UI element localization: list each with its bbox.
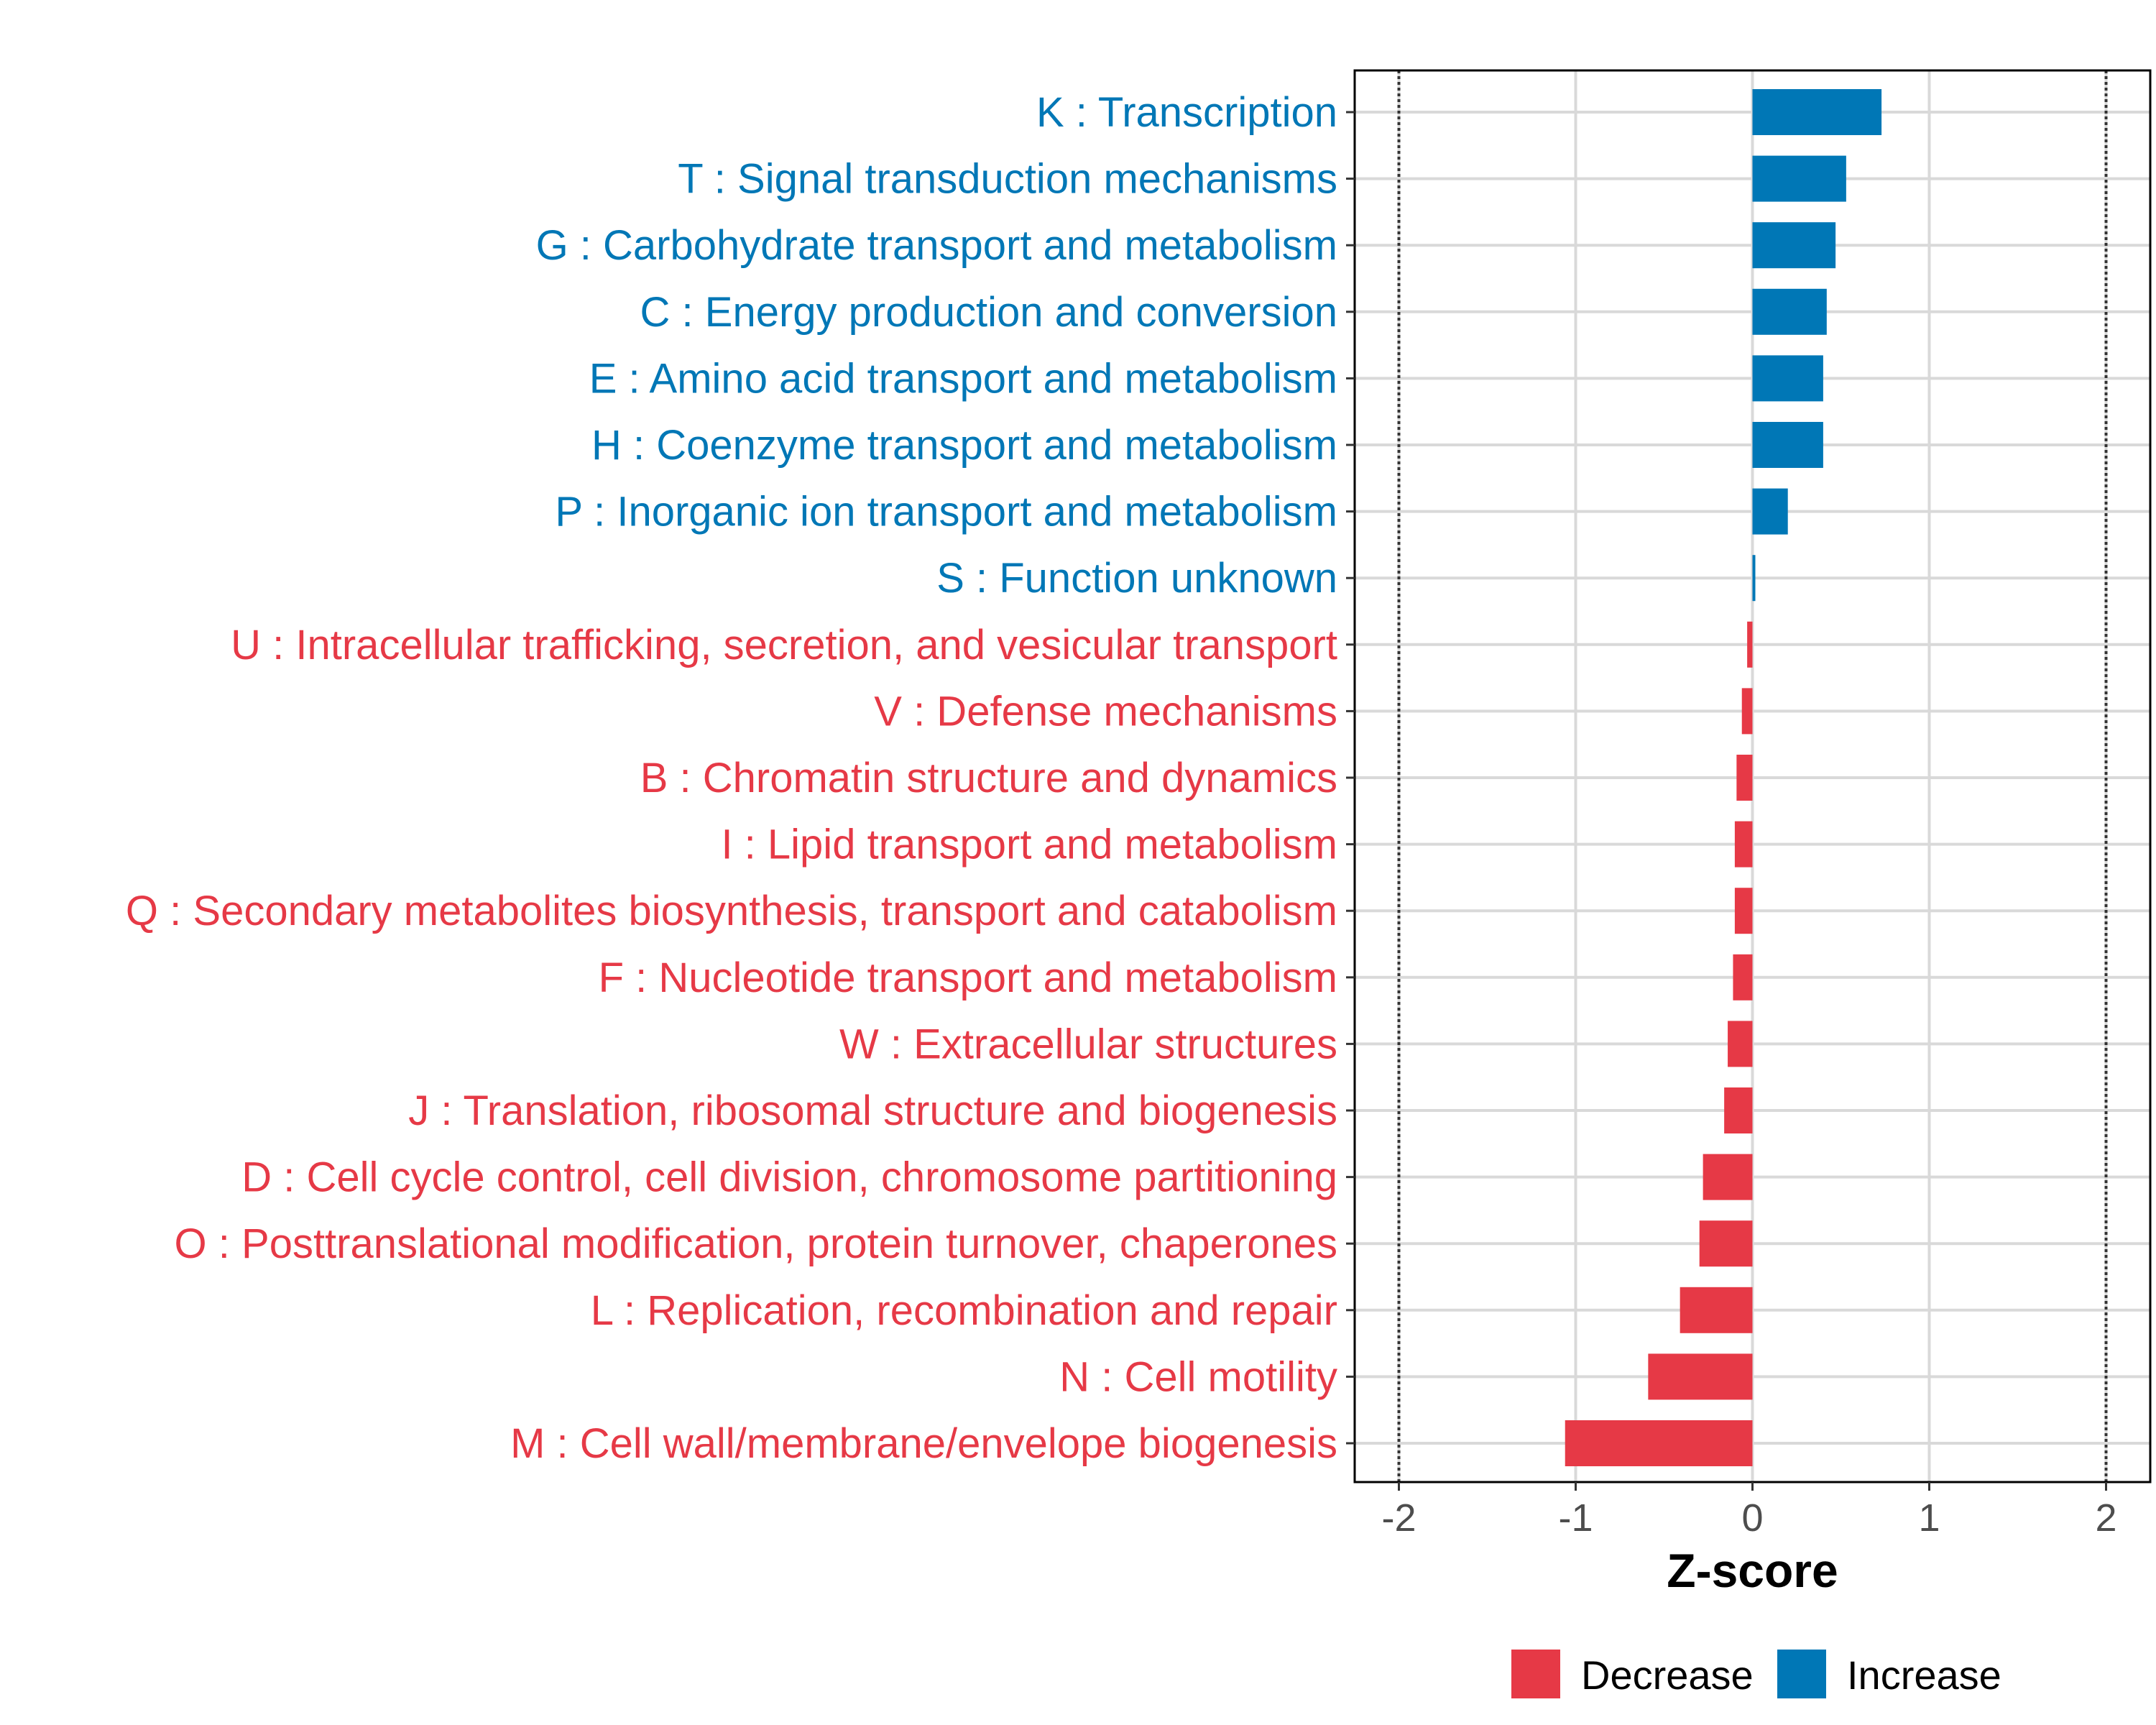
x-tick-label: 2 xyxy=(2095,1496,2116,1540)
legend-label-increase: Increase xyxy=(1847,1652,2001,1698)
legend-label-decrease: Decrease xyxy=(1581,1652,1754,1698)
bar xyxy=(1648,1353,1753,1400)
bar xyxy=(1699,1220,1753,1267)
legend-swatch-decrease xyxy=(1511,1650,1560,1698)
category-label: K : Transcription xyxy=(1036,89,1337,136)
category-label: F : Nucleotide transport and metabolism xyxy=(599,954,1337,1001)
bar xyxy=(1752,222,1836,269)
category-label: Q : Secondary metabolites biosynthesis, … xyxy=(126,888,1337,934)
category-label: W : Extracellular structures xyxy=(839,1021,1337,1067)
category-label: O : Posttranslational modification, prot… xyxy=(175,1220,1337,1267)
x-tick-label: 1 xyxy=(1918,1496,1940,1540)
category-label: N : Cell motility xyxy=(1059,1353,1337,1400)
legend: Decrease Increase xyxy=(1511,1650,2001,1698)
bar xyxy=(1734,821,1753,868)
category-label: E : Amino acid transport and metabolism xyxy=(589,355,1337,402)
bar xyxy=(1752,422,1823,468)
bar xyxy=(1747,621,1753,668)
bar xyxy=(1752,89,1882,135)
bar xyxy=(1703,1154,1753,1200)
category-label: C : Energy production and conversion xyxy=(640,289,1337,336)
category-label: S : Function unknown xyxy=(936,555,1337,602)
category-label: I : Lipid transport and metabolism xyxy=(721,822,1337,868)
bar xyxy=(1724,1087,1753,1133)
x-axis: -2 -1 0 1 2 xyxy=(1381,1482,2117,1540)
legend-swatch-increase xyxy=(1777,1650,1826,1698)
x-tick-label: -1 xyxy=(1558,1496,1593,1540)
x-tick-label: -2 xyxy=(1381,1496,1416,1540)
category-label: G : Carbohydrate transport and metabolis… xyxy=(536,222,1337,269)
category-label: P : Inorganic ion transport and metaboli… xyxy=(555,489,1337,535)
bar xyxy=(1565,1420,1753,1466)
bar xyxy=(1752,155,1846,202)
y-axis: K : Transcription T : Signal transduction… xyxy=(126,89,1355,1467)
category-label: U : Intracellular trafficking, secretion… xyxy=(231,622,1337,668)
category-label: M : Cell wall/membrane/envelope biogenes… xyxy=(510,1420,1337,1467)
bars xyxy=(1565,89,1882,1466)
x-axis-title: Z-score xyxy=(1667,1544,1838,1597)
bar xyxy=(1680,1287,1753,1333)
category-label: H : Coenzyme transport and metabolism xyxy=(591,422,1337,469)
bar xyxy=(1752,355,1823,402)
bar xyxy=(1752,288,1827,335)
category-label: V : Defense mechanisms xyxy=(874,688,1337,735)
bar xyxy=(1752,488,1788,535)
category-label: T : Signal transduction mechanisms xyxy=(678,156,1337,203)
category-label: L : Replication, recombination and repai… xyxy=(591,1287,1337,1334)
bar xyxy=(1728,1021,1753,1067)
category-label: D : Cell cycle control, cell division, c… xyxy=(241,1154,1337,1201)
bar xyxy=(1734,888,1753,934)
bar xyxy=(1733,954,1753,1000)
category-label: J : Translation, ribosomal structure and… xyxy=(408,1087,1337,1134)
bar xyxy=(1736,755,1753,801)
bar xyxy=(1741,688,1753,735)
category-label: B : Chromatin structure and dynamics xyxy=(640,755,1337,801)
x-tick-label: 0 xyxy=(1741,1496,1763,1540)
bar xyxy=(1752,555,1756,602)
